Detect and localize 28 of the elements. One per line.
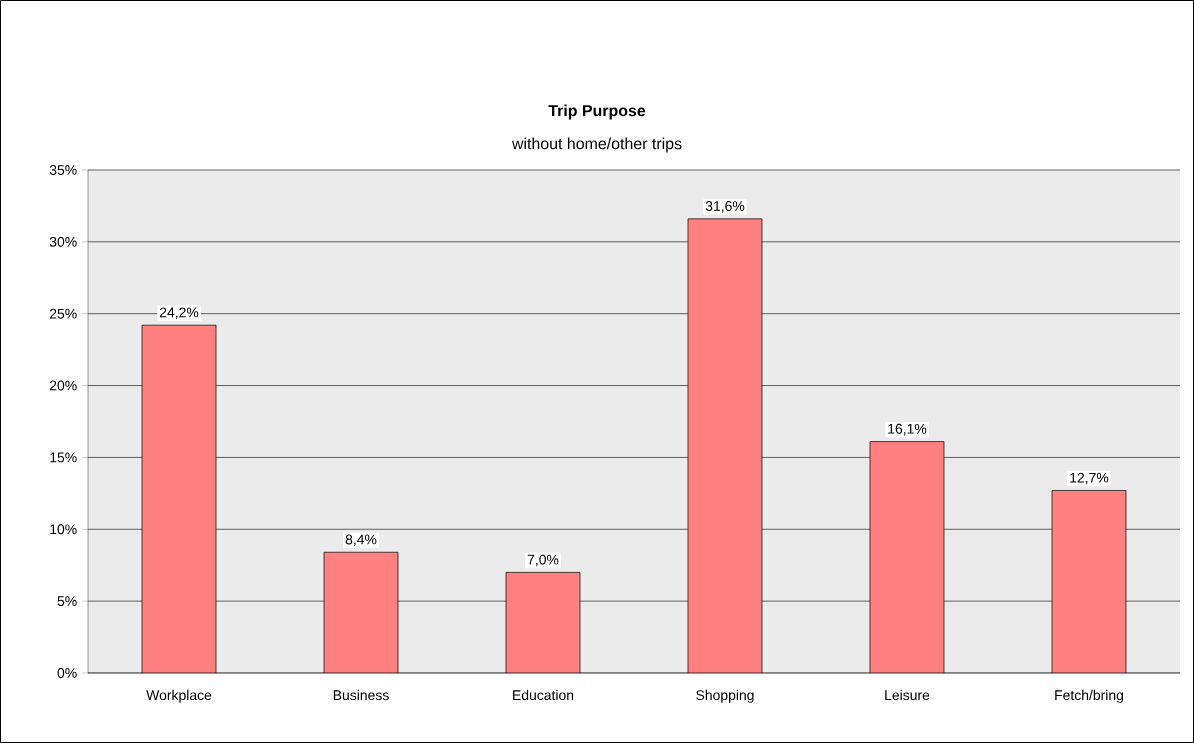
y-tick-label: 5% <box>57 596 77 607</box>
x-tick-label: Education <box>513 689 574 701</box>
data-label: 12,7% <box>1070 472 1109 485</box>
y-tick-label: 0% <box>57 668 77 678</box>
x-tick-label: Fetch/bring <box>1055 689 1123 703</box>
x-tick-label: Business <box>333 689 389 701</box>
chart-title: Trip Purpose <box>548 104 646 120</box>
data-label: 16,1% <box>888 423 927 436</box>
x-tick-label: Shopping <box>696 689 754 703</box>
y-tick-label: 25% <box>49 308 77 319</box>
data-label: 8,4% <box>345 534 377 547</box>
bar <box>687 218 763 673</box>
y-tick-label: 15% <box>50 452 77 463</box>
bar <box>869 441 945 673</box>
y-tick-label: 10% <box>50 524 77 535</box>
data-label: 24,2% <box>159 307 199 319</box>
x-tick-label: Leisure <box>885 689 930 701</box>
x-tick-label: Workplace <box>146 689 212 703</box>
bar <box>505 572 581 673</box>
y-tick-label: 30% <box>49 236 77 247</box>
bar <box>1051 490 1127 673</box>
data-label: 31,6% <box>705 201 745 213</box>
y-tick-label: 20% <box>49 380 77 391</box>
chart-subtitle: without home/other trips <box>511 137 682 153</box>
data-label: 7,0% <box>527 554 559 567</box>
bar <box>323 551 399 673</box>
bar <box>141 324 217 673</box>
y-tick-label: 35% <box>49 165 77 175</box>
